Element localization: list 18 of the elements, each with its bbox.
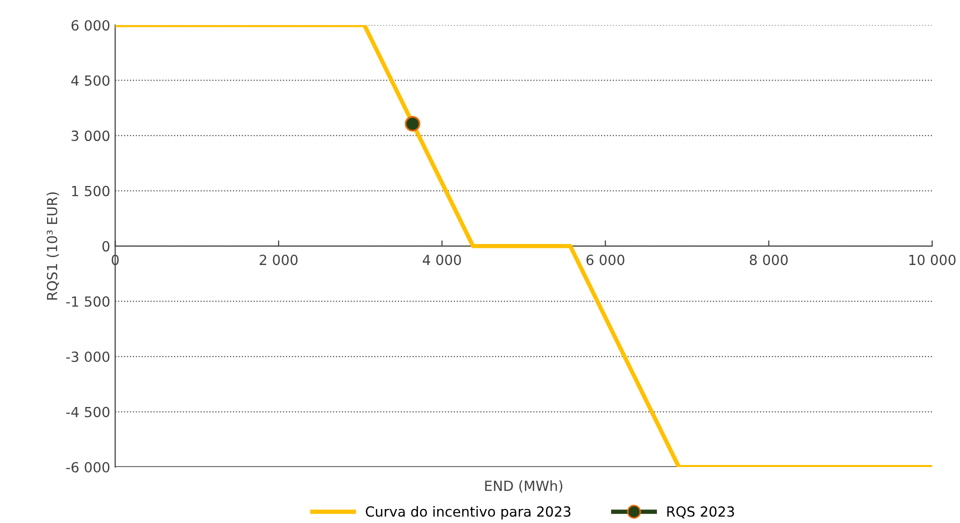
x-tick-label: 6 000 <box>586 254 624 266</box>
x-tick-label: 4 000 <box>422 254 461 266</box>
y-axis-title: RQS1 (10³ EUR) <box>46 192 59 300</box>
y-tick-label: 0 <box>102 241 110 252</box>
y-tick-label: 6 000 <box>72 20 110 31</box>
x-tick-label: 2 000 <box>260 254 298 266</box>
y-tick-label: -3 000 <box>66 352 110 362</box>
y-tick-label: 1 500 <box>72 186 110 196</box>
y-tick-label: -6 000 <box>66 462 110 473</box>
legend-label: RQS 2023 <box>667 506 734 518</box>
x-tick-label: 10 000 <box>909 254 956 266</box>
legend-label: Curva do incentivo para 2023 <box>366 506 570 520</box>
y-tick-label: 3 000 <box>72 130 110 142</box>
y-tick-label: -4 500 <box>66 406 110 418</box>
x-axis-title: END (MWh) <box>485 480 562 493</box>
y-tick-label: 4 500 <box>71 75 110 86</box>
y-tick-label: -1 500 <box>66 296 110 307</box>
x-tick-label: 8 000 <box>750 254 788 266</box>
